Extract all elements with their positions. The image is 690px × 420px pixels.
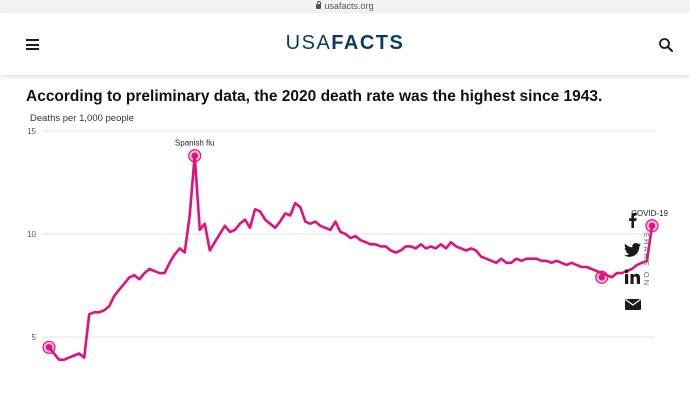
- series-line: [47, 154, 654, 362]
- usafacts-logo[interactable]: USAFACTS: [0, 32, 690, 55]
- death-rate-line-chart: 5 10 15 Spanish flu COVID-19: [27, 127, 669, 362]
- y-tick-label-10: 10: [27, 230, 36, 239]
- logo-usa-text: USA: [285, 32, 332, 54]
- lock-icon: [316, 1, 322, 9]
- facebook-icon[interactable]: [624, 212, 642, 228]
- marker-dot-point-1: [45, 344, 53, 351]
- marker-dot-covid-19: [648, 222, 656, 229]
- marker-dot-spanish-flu: [191, 152, 198, 159]
- marker-dot-point-2: [598, 274, 605, 281]
- page-title: According to preliminary data, the 2020 …: [26, 88, 603, 105]
- browser-url-bar[interactable]: usafacts.org: [0, 0, 690, 13]
- linkedin-icon[interactable]: [624, 269, 642, 285]
- annotation-spanish-flu: Spanish flu: [175, 139, 215, 148]
- twitter-icon[interactable]: [624, 242, 642, 258]
- y-tick-label-5: 5: [32, 333, 37, 342]
- search-icon[interactable]: [658, 37, 674, 53]
- y-tick-label-15: 15: [27, 127, 36, 136]
- annotation-covid-19: COVID-19: [631, 209, 668, 218]
- url-text: usafacts.org: [324, 1, 374, 11]
- share-label: SHARE ON: [642, 232, 651, 288]
- y-axis-title: Deaths per 1,000 people: [30, 113, 135, 124]
- logo-facts-text: FACTS: [331, 32, 405, 54]
- menu-icon[interactable]: [26, 39, 39, 50]
- email-icon[interactable]: [624, 296, 642, 312]
- site-header: USAFACTS: [0, 13, 690, 75]
